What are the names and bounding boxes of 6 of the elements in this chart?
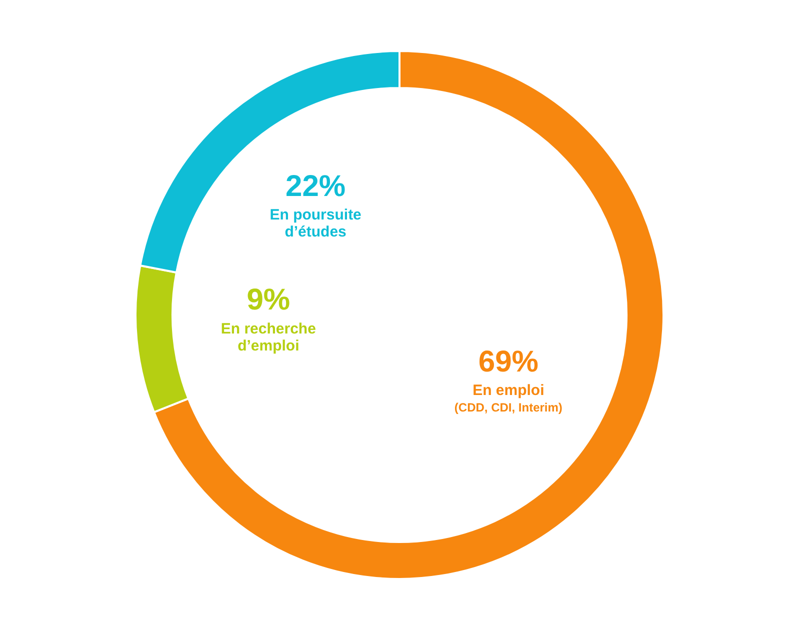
data-label: 22%	[286, 170, 346, 203]
slice-label: En emploi (CDD, CDI, Interim)	[454, 382, 562, 414]
slice-label: En recherche d’emploi	[220, 320, 316, 355]
data-label: 9%	[246, 284, 290, 317]
data-label: 69%	[478, 345, 538, 378]
slice-label: En poursuite d’études	[270, 206, 362, 241]
